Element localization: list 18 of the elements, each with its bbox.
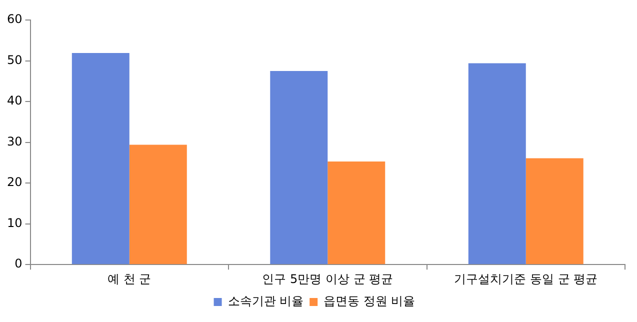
- legend-label: 소속기관 비율: [228, 294, 304, 308]
- y-tick-label: 60: [6, 12, 22, 26]
- y-tick-label: 10: [6, 216, 22, 230]
- bar: [129, 144, 187, 264]
- bar: [468, 63, 526, 264]
- bar: [526, 158, 584, 264]
- x-tick-label: 인구 5만명 이상 군 평균: [262, 272, 394, 286]
- bar: [328, 161, 386, 264]
- x-tick-label: 기구설치기준 동일 군 평균: [454, 272, 598, 286]
- legend-label: 읍면동 정원 비율: [324, 294, 416, 308]
- bar: [72, 53, 130, 264]
- y-tick-label: 50: [6, 52, 22, 67]
- bar: [270, 70, 328, 264]
- y-tick-label: 40: [6, 94, 22, 108]
- y-tick-label: 20: [6, 175, 22, 190]
- x-tick-label: 예 천 군: [108, 272, 152, 286]
- y-tick-label: 30: [6, 134, 22, 148]
- y-tick-label: 0: [14, 256, 22, 271]
